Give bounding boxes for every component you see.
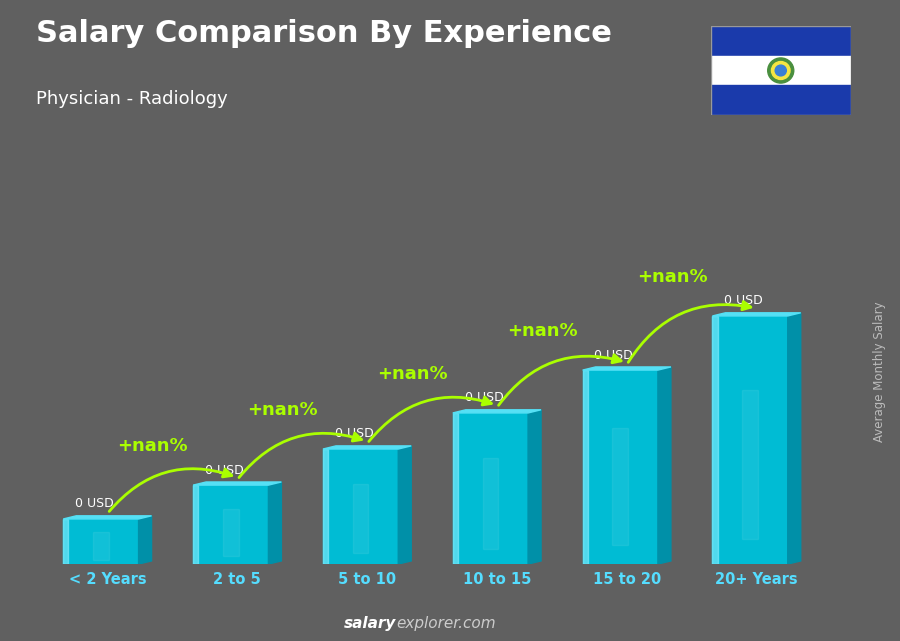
- Polygon shape: [658, 367, 670, 564]
- Polygon shape: [453, 413, 458, 564]
- Polygon shape: [582, 367, 670, 370]
- Polygon shape: [398, 446, 411, 564]
- Polygon shape: [268, 482, 282, 564]
- Text: salary: salary: [344, 617, 396, 631]
- Text: 0 USD: 0 USD: [205, 463, 244, 476]
- Polygon shape: [453, 410, 541, 413]
- Text: 20+ Years: 20+ Years: [716, 572, 798, 587]
- Text: 0 USD: 0 USD: [594, 349, 633, 362]
- Polygon shape: [742, 390, 758, 539]
- Text: 15 to 20: 15 to 20: [592, 572, 661, 587]
- Text: 10 to 15: 10 to 15: [463, 572, 531, 587]
- Polygon shape: [582, 370, 658, 564]
- Text: +nan%: +nan%: [377, 365, 448, 383]
- Polygon shape: [323, 449, 328, 564]
- Polygon shape: [788, 313, 801, 564]
- Bar: [711, 26, 850, 56]
- Polygon shape: [93, 533, 109, 560]
- Polygon shape: [582, 370, 588, 564]
- Polygon shape: [194, 482, 282, 485]
- Polygon shape: [63, 519, 139, 564]
- Polygon shape: [63, 519, 68, 564]
- Polygon shape: [63, 516, 151, 519]
- Polygon shape: [528, 410, 541, 564]
- Circle shape: [768, 58, 794, 83]
- Text: Salary Comparison By Experience: Salary Comparison By Experience: [36, 19, 612, 48]
- Polygon shape: [713, 313, 801, 316]
- Polygon shape: [353, 483, 368, 553]
- Text: +nan%: +nan%: [248, 401, 318, 419]
- Text: explorer.com: explorer.com: [396, 617, 496, 631]
- Text: 2 to 5: 2 to 5: [213, 572, 261, 587]
- Text: < 2 Years: < 2 Years: [68, 572, 146, 587]
- Text: Physician - Radiology: Physician - Radiology: [36, 90, 228, 108]
- Circle shape: [775, 65, 787, 76]
- Text: 0 USD: 0 USD: [335, 428, 374, 440]
- Text: +nan%: +nan%: [118, 437, 188, 455]
- Text: 0 USD: 0 USD: [724, 294, 763, 308]
- Text: 0 USD: 0 USD: [75, 497, 113, 510]
- Polygon shape: [713, 316, 788, 564]
- Circle shape: [771, 62, 790, 79]
- Polygon shape: [223, 509, 238, 556]
- Text: Average Monthly Salary: Average Monthly Salary: [874, 301, 886, 442]
- Polygon shape: [453, 413, 528, 564]
- Polygon shape: [194, 485, 268, 564]
- Bar: [711, 85, 850, 115]
- Polygon shape: [482, 458, 499, 549]
- Text: +nan%: +nan%: [637, 268, 707, 286]
- Polygon shape: [323, 446, 411, 449]
- Polygon shape: [323, 449, 398, 564]
- Bar: [711, 56, 850, 85]
- Text: 0 USD: 0 USD: [464, 392, 503, 404]
- Polygon shape: [713, 316, 717, 564]
- Text: +nan%: +nan%: [507, 322, 578, 340]
- Polygon shape: [194, 485, 198, 564]
- Polygon shape: [613, 428, 628, 545]
- Polygon shape: [139, 516, 151, 564]
- Text: 5 to 10: 5 to 10: [338, 572, 396, 587]
